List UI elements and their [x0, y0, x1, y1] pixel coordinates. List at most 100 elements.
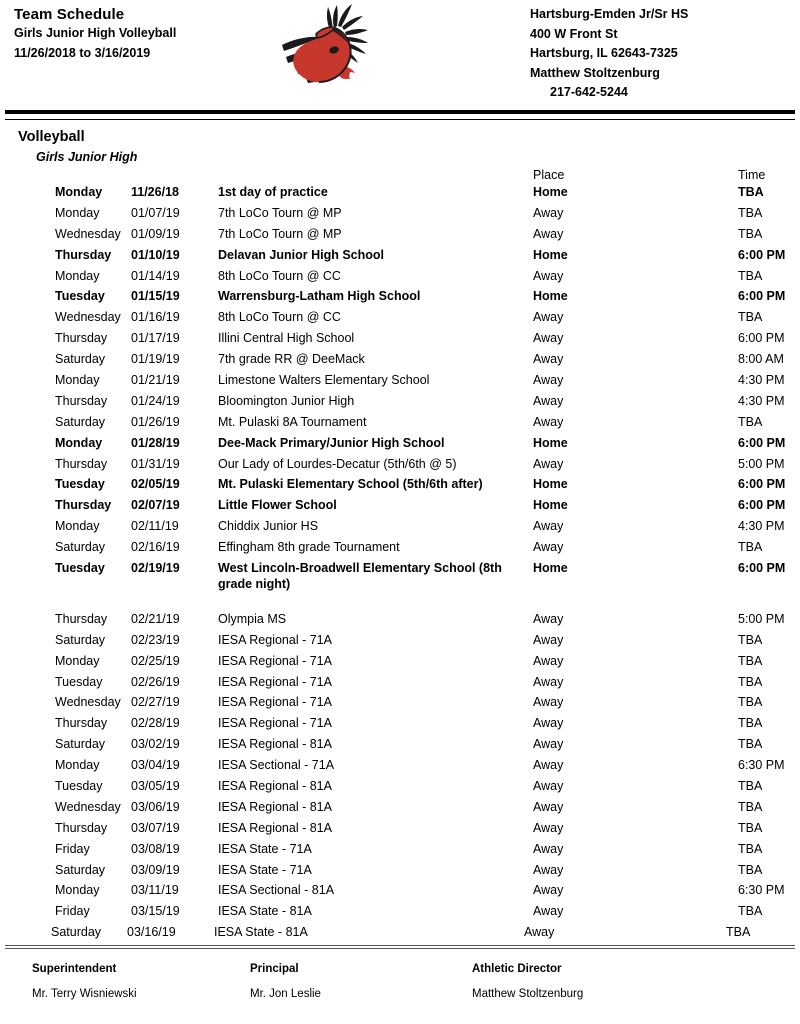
row-day: Tuesday — [55, 289, 105, 304]
signature-role: Superintendent — [32, 963, 117, 975]
row-event: Warrensburg-Latham High School — [218, 289, 421, 304]
row-date: 01/09/19 — [131, 226, 180, 241]
document-subtitle: Girls Junior High Volleyball — [14, 26, 177, 40]
row-event: IESA Regional - 71A — [218, 632, 332, 647]
row-date: 02/07/19 — [131, 498, 180, 513]
table-row: Monday 11/26/18 1st day of practice Home TBA — [0, 183, 800, 204]
row-time: TBA — [738, 674, 763, 689]
row-day: Monday — [55, 205, 100, 220]
row-time: TBA — [738, 226, 763, 241]
table-row: Tuesday 03/05/19 IESA Regional - 81A Away TB… — [0, 777, 800, 798]
row-place: Home — [533, 435, 568, 450]
table-row: Friday 03/08/19 IESA State - 71A Away TBA — [0, 840, 800, 861]
document-header: Team Schedule Girls Junior High Volleyba… — [0, 0, 800, 108]
row-time: 6:00 PM — [738, 289, 786, 304]
header-divider-thin — [5, 119, 795, 120]
row-place: Home — [533, 247, 568, 262]
row-event: IESA State - 81A — [218, 904, 312, 919]
row-event: IESA Regional - 71A — [218, 653, 332, 668]
row-day: Friday — [55, 841, 90, 856]
signature-role: Principal — [250, 963, 299, 975]
table-row: Saturday 03/16/19 IESA State - 81A Away TBA — [0, 923, 800, 944]
row-day: Thursday — [55, 393, 108, 408]
row-place: Away — [524, 925, 555, 940]
row-time: TBA — [738, 695, 763, 710]
row-day: Tuesday — [55, 778, 103, 793]
row-time: TBA — [738, 540, 763, 555]
row-date: 01/31/19 — [131, 456, 180, 471]
table-row: Monday 01/14/19 8th LoCo Tourn @ CC Away TBA — [0, 267, 800, 288]
row-time: TBA — [738, 820, 763, 835]
row-event: Bloomington Junior High — [218, 393, 355, 408]
row-day: Saturday — [55, 414, 106, 429]
row-date: 03/04/19 — [131, 758, 180, 773]
row-event: IESA Regional - 81A — [218, 737, 332, 752]
row-day: Wednesday — [55, 799, 121, 814]
row-day: Saturday — [55, 540, 106, 555]
signature-name: Matthew Stoltzenburg — [472, 988, 584, 1000]
row-place: Home — [533, 561, 568, 576]
row-date: 02/11/19 — [131, 519, 179, 534]
row-date: 02/27/19 — [131, 695, 180, 710]
footer-divider-bottom — [5, 948, 795, 949]
row-day: Saturday — [55, 352, 106, 367]
date-range: 11/26/2018 to 3/16/2019 — [14, 46, 151, 60]
row-place: Away — [533, 393, 564, 408]
row-day: Thursday — [55, 611, 108, 626]
row-day: Wednesday — [55, 695, 121, 710]
row-event: Little Flower School — [218, 498, 337, 513]
row-time: 6:00 PM — [738, 247, 786, 262]
row-day: Thursday — [55, 247, 112, 262]
row-time: TBA — [738, 414, 763, 429]
row-event: Dee-Mack Primary/Junior High School — [218, 435, 445, 450]
table-row: Monday 01/21/19 Limestone Walters Elementa… — [0, 371, 800, 392]
row-event: Mt. Pulaski Elementary School (5th/6th a… — [218, 477, 483, 492]
table-row: Saturday 01/19/19 7th grade RR @ DeeMack Aw… — [0, 350, 800, 371]
table-row: Monday 03/11/19 IESA Sectional - 81A Away 6:… — [0, 881, 800, 902]
table-row: Thursday 01/17/19 Illini Central High Scho… — [0, 329, 800, 350]
row-date: 01/21/19 — [131, 373, 180, 388]
row-date: 02/21/19 — [131, 611, 180, 626]
row-place: Away — [533, 758, 564, 773]
table-row: Saturday 01/26/19 Mt. Pulaski 8A Tournamen… — [0, 413, 800, 434]
column-header-time: Time — [738, 168, 766, 182]
table-row: Saturday 03/09/19 IESA State - 71A Away TBA — [0, 861, 800, 882]
table-row: Friday 03/15/19 IESA State - 81A Away TBA — [0, 902, 800, 923]
row-event: IESA Sectional - 81A — [218, 883, 335, 898]
row-date: 02/05/19 — [131, 477, 180, 492]
row-event: West Lincoln-Broadwell Elementary School… — [218, 561, 502, 591]
table-row: Monday 02/25/19 IESA Regional - 71A Away TBA — [0, 652, 800, 673]
table-row: Thursday 01/24/19 Bloomington Junior High A… — [0, 392, 800, 413]
row-place: Away — [533, 226, 564, 241]
table-row: Monday 03/04/19 IESA Sectional - 71A Away 6:… — [0, 756, 800, 777]
row-date: 03/09/19 — [131, 862, 180, 877]
row-date: 02/28/19 — [131, 716, 180, 731]
row-day: Monday — [55, 373, 100, 388]
row-time: TBA — [738, 653, 763, 668]
row-place: Away — [533, 373, 564, 388]
signature-block-principal: Principal Mr. Jon Leslie — [250, 962, 321, 1002]
row-date: 01/17/19 — [131, 331, 180, 346]
row-event: 7th LoCo Tourn @ MP — [218, 205, 342, 220]
row-date: 03/06/19 — [131, 799, 180, 814]
table-row: Monday 01/07/19 7th LoCo Tourn @ MP Away TBA — [0, 204, 800, 225]
row-day: Saturday — [55, 862, 106, 877]
row-date: 03/05/19 — [131, 778, 180, 793]
row-place: Away — [533, 674, 564, 689]
row-event: IESA Regional - 81A — [218, 820, 332, 835]
table-row: Tuesday 01/15/19 Warrensburg-Latham High S… — [0, 287, 800, 308]
school-contact-name: Matthew Stoltzenburg — [530, 65, 660, 80]
table-row: Thursday 01/31/19 Our Lady of Lourdes-Deca… — [0, 455, 800, 476]
signature-role: Athletic Director — [472, 963, 562, 975]
table-row: Monday 01/28/19 Dee-Mack Primary/Junior Hi… — [0, 434, 800, 455]
signature-block-athletic-director: Athletic Director Matthew Stoltzenburg — [472, 962, 583, 1002]
row-place: Away — [533, 519, 564, 534]
header-divider-thick — [5, 110, 795, 114]
row-time: TBA — [738, 799, 763, 814]
table-row: Monday 02/11/19 Chiddix Junior HS Away 4:30 … — [0, 517, 800, 538]
row-time: TBA — [738, 205, 763, 220]
row-time: TBA — [738, 862, 763, 877]
row-place: Away — [533, 841, 564, 856]
table-row: Thursday 03/07/19 IESA Regional - 81A Away T… — [0, 819, 800, 840]
row-date: 01/07/19 — [131, 205, 180, 220]
